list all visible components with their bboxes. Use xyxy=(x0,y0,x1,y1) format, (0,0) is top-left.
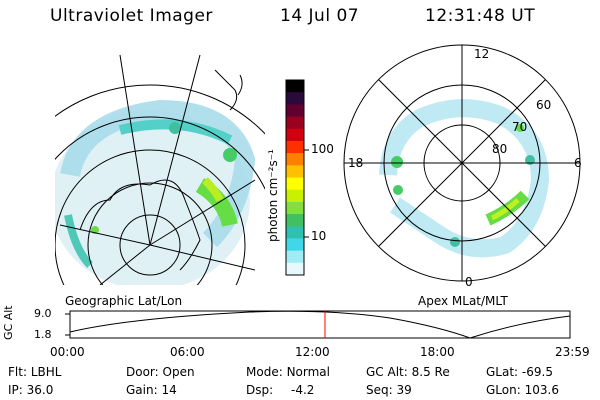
colorbar-unit-label: photon cm⁻²s⁻¹ xyxy=(266,149,280,242)
mlt-label-top: 12 xyxy=(474,47,490,61)
colorbar-band xyxy=(286,80,304,93)
status-mode: Mode: Normal xyxy=(246,365,330,379)
colorbar-band xyxy=(286,140,304,154)
status-dsp: Dsp: -4.2 xyxy=(246,383,314,397)
colorbar xyxy=(286,80,304,276)
colorbar-band xyxy=(286,262,304,276)
colorbar-band xyxy=(286,214,304,227)
left-panel-label: Geographic Lat/Lon xyxy=(65,294,183,308)
dsp-value: -4.2 xyxy=(290,383,315,397)
left-auroral-image xyxy=(55,99,256,285)
altitude-xtick-1: 06:00 xyxy=(170,345,205,359)
mlat-label-60: 60 xyxy=(536,98,552,112)
mode-value: Normal xyxy=(286,365,330,379)
altitude-xtick-0: 00:00 xyxy=(50,345,85,359)
colorbar-band xyxy=(286,226,304,239)
colorbar-band xyxy=(286,250,304,264)
altitude-xtick-3: 18:00 xyxy=(420,345,455,359)
gcalt-label: GC Alt: xyxy=(366,365,408,379)
ip-value: 36.0 xyxy=(26,383,54,397)
glat-label: GLat: xyxy=(486,365,519,379)
colorbar-band xyxy=(286,104,304,118)
colorbar-band xyxy=(286,153,304,166)
glon-value: 103.6 xyxy=(524,383,559,397)
polar-plot xyxy=(343,44,581,282)
altitude-xtick-4: 23:59 xyxy=(555,345,590,359)
gcalt-value: 8.5 Re xyxy=(411,365,450,379)
status-glon: GLon: 103.6 xyxy=(486,383,559,397)
image-date: 14 Jul 07 xyxy=(280,6,360,26)
colorbar-tick-100: 100 xyxy=(311,142,334,156)
colorbar-band xyxy=(286,165,304,178)
status-ip: IP: 36.0 xyxy=(8,383,53,397)
gain-label: Gain: xyxy=(126,383,158,397)
colorbar-tick-10: 10 xyxy=(311,229,327,243)
colorbar-band xyxy=(286,238,304,252)
colorbar-band xyxy=(286,92,304,105)
seq-label: Seq: xyxy=(366,383,393,397)
gain-value: 14 xyxy=(161,383,177,397)
altitude-xtick-2: 12:00 xyxy=(295,345,330,359)
mode-label: Mode: xyxy=(246,365,283,379)
colorbar-band xyxy=(286,177,304,191)
geographic-map xyxy=(55,54,265,285)
image-time: 12:31:48 UT xyxy=(425,6,536,26)
glat-value: -69.5 xyxy=(521,365,553,379)
door-label: Door: xyxy=(126,365,159,379)
status-door: Door: Open xyxy=(126,365,195,379)
mlt-label-left: 18 xyxy=(348,156,364,170)
altitude-ytick-min: 1.8 xyxy=(34,328,52,341)
door-value: Open xyxy=(162,365,195,379)
colorbar-band xyxy=(286,128,304,142)
altitude-plot xyxy=(65,310,571,339)
ip-label: IP: xyxy=(8,383,23,397)
right-panel-label: Apex MLat/MLT xyxy=(418,294,508,308)
seq-value: 39 xyxy=(396,383,412,397)
altitude-ylabel: GC Alt xyxy=(2,305,15,340)
status-filter: Flt: LBHL xyxy=(8,365,61,379)
colorbar-band xyxy=(286,189,304,203)
mlat-label-80: 80 xyxy=(492,142,508,156)
status-gain: Gain: 14 xyxy=(126,383,177,397)
status-seq: Seq: 39 xyxy=(366,383,412,397)
mlat-label-70: 70 xyxy=(512,120,528,134)
dsp-label: Dsp: xyxy=(246,383,274,397)
colorbar-band xyxy=(286,201,304,215)
colorbar-band xyxy=(286,116,304,130)
flt-value: LBHL xyxy=(30,365,62,379)
flt-label: Flt: xyxy=(8,365,27,379)
status-gcalt: GC Alt: 8.5 Re xyxy=(366,365,450,379)
altitude-ytick-max: 9.0 xyxy=(34,307,52,320)
mlt-label-bottom: 0 xyxy=(465,275,473,289)
glon-label: GLon: xyxy=(486,383,521,397)
instrument-title: Ultraviolet Imager xyxy=(50,6,213,26)
mlt-label-right: 6 xyxy=(574,156,582,170)
status-glat: GLat: -69.5 xyxy=(486,365,553,379)
